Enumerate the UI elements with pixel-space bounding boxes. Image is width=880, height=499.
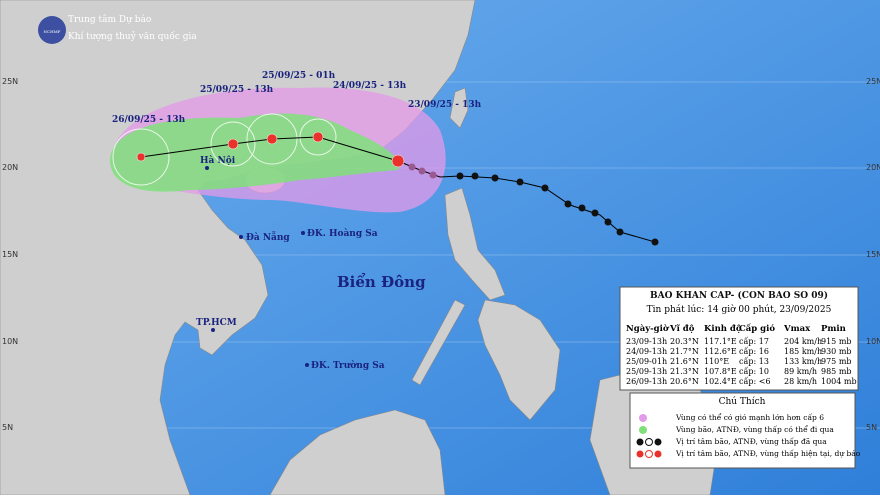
table-cell: 110°E bbox=[704, 357, 729, 366]
legend-title: Chú Thích bbox=[719, 396, 766, 407]
latitude-label: 25N bbox=[866, 77, 880, 86]
table-cell: 185 km/h bbox=[784, 347, 822, 356]
table-cell: 21.3°N bbox=[670, 367, 699, 376]
latitude-label: 10N bbox=[866, 337, 880, 346]
track-label: 23/09/25 - 13h bbox=[408, 100, 482, 110]
legend-item: Vùng có thể có gió mạnh lớn hơn cấp 6 bbox=[675, 413, 824, 422]
table-cell: 985 mb bbox=[821, 367, 852, 376]
table-header: Ngày-giờ bbox=[626, 323, 670, 334]
latitude-label: 20N bbox=[866, 163, 880, 172]
table-cell: 20.3°N bbox=[670, 337, 699, 346]
table-cell: 112.6°E bbox=[704, 347, 737, 356]
legend-item: Vùng bão, ATNĐ, vùng thấp có thể đi qua bbox=[675, 425, 834, 434]
track-label: 25/09/25 - 13h bbox=[200, 85, 274, 95]
table-header: Vmax bbox=[783, 324, 811, 334]
latitude-label: 20N bbox=[2, 163, 18, 172]
logo: NCHMF bbox=[38, 16, 66, 44]
table-cell: 204 km/h bbox=[784, 337, 822, 346]
place-label: ĐK. Hoàng Sa bbox=[307, 228, 378, 239]
table-header: Vĩ độ bbox=[669, 323, 695, 334]
table-cell: 25/09-01h bbox=[626, 357, 667, 366]
latitude-label: 25N bbox=[2, 77, 18, 86]
latitude-label: 5N bbox=[866, 423, 877, 432]
table-cell: 89 km/h bbox=[784, 367, 817, 376]
logo-text: NCHMF bbox=[44, 29, 61, 34]
table-cell: 1004 mb bbox=[821, 377, 857, 386]
table-cell: cấp: 13 bbox=[739, 357, 769, 366]
recent-positions bbox=[408, 163, 437, 179]
track-label: 25/09/25 - 01h bbox=[262, 71, 336, 81]
table-cell: cấp: 16 bbox=[739, 347, 769, 356]
table-cell: 25/09-13h bbox=[626, 367, 667, 376]
table-cell: 930 mb bbox=[821, 347, 852, 356]
table-cell: 24/09-13h bbox=[626, 347, 667, 356]
table-cell: 102.4°E bbox=[704, 377, 737, 386]
table-header: Cấp gió bbox=[739, 322, 775, 334]
table-cell: cấp: 10 bbox=[739, 367, 769, 376]
table-box bbox=[619, 286, 859, 391]
table-title: BAO KHAN CAP- (CON BAO SO 09) bbox=[650, 290, 828, 301]
place-label: ĐK. Trường Sa bbox=[311, 360, 385, 371]
table-header: Kinh độ bbox=[704, 323, 742, 334]
legend-box bbox=[629, 392, 856, 469]
place-label: Đà Nẵng bbox=[246, 231, 290, 243]
place-label: TP.HCM bbox=[196, 318, 237, 328]
place-label: Hà Nội bbox=[200, 155, 236, 166]
table-issued: Tin phát lúc: 14 giờ 00 phút, 23/09/2025 bbox=[647, 304, 832, 315]
table-cell: cấp: 17 bbox=[739, 337, 769, 346]
table-cell: 21.7°N bbox=[670, 347, 699, 356]
table-cell: 915 mb bbox=[821, 337, 852, 346]
table-header: Pmin bbox=[821, 324, 846, 334]
info-table: BAO KHAN CAP- (CON BAO SO 09) Tin phát l… bbox=[619, 286, 859, 391]
radius-circles bbox=[112, 113, 337, 186]
table-cell: 23/09-13h bbox=[626, 337, 667, 346]
latitude-label: 15N bbox=[866, 250, 880, 259]
legend: Chú Thích Vùng có thể có gió mạnh lớn hơ… bbox=[629, 392, 861, 469]
forecast-positions bbox=[136, 131, 405, 168]
header-subtitle: Khí tượng thuỷ văn quốc gia bbox=[68, 31, 197, 42]
table-cell: cấp: <6 bbox=[739, 377, 771, 386]
table-cell: 975 mb bbox=[821, 357, 852, 366]
past-positions bbox=[456, 172, 659, 246]
latitude-label: 10N bbox=[2, 337, 18, 346]
table-cell: 133 km/h bbox=[784, 357, 822, 366]
header-title: Trung tâm Dự báo bbox=[68, 14, 151, 25]
table-cell: 28 km/h bbox=[784, 377, 817, 386]
legend-item: Vị trí tâm bão, ATNĐ, vùng thấp đã qua bbox=[675, 437, 827, 446]
table-cell: 26/09-13h bbox=[626, 377, 667, 386]
track-label: 24/09/25 - 13h bbox=[333, 81, 407, 91]
forecast-cone bbox=[110, 113, 400, 192]
track-label: 26/09/25 - 13h bbox=[112, 115, 186, 125]
legend-item: Vị trí tâm bão, ATNĐ, vùng thấp hiện tại… bbox=[675, 449, 861, 458]
place-label: Biển Đông bbox=[337, 273, 426, 291]
latitude-label: 5N bbox=[2, 423, 13, 432]
place-dots bbox=[205, 166, 309, 367]
table-cell: 117.1°E bbox=[704, 337, 737, 346]
table-cell: 20.6°N bbox=[670, 377, 699, 386]
latitude-label: 15N bbox=[2, 250, 18, 259]
table-cell: 21.6°N bbox=[670, 357, 699, 366]
table-cell: 107.8°E bbox=[704, 367, 737, 376]
